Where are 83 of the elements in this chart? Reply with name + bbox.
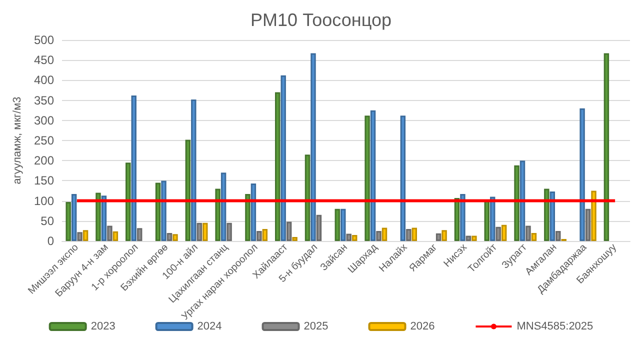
y-tick-label: 100 bbox=[34, 194, 54, 208]
bar bbox=[406, 228, 412, 241]
bar bbox=[71, 194, 77, 241]
bar bbox=[556, 230, 561, 241]
bar bbox=[262, 228, 268, 241]
bar bbox=[484, 200, 490, 241]
bar bbox=[82, 230, 88, 241]
bar bbox=[364, 116, 370, 241]
y-tick-label: 50 bbox=[40, 214, 54, 228]
bar bbox=[490, 196, 496, 241]
bar bbox=[496, 226, 501, 241]
bar bbox=[155, 182, 161, 241]
bar bbox=[112, 231, 118, 241]
bar bbox=[131, 95, 136, 241]
bar bbox=[436, 233, 442, 241]
bar bbox=[286, 222, 292, 241]
legend-label: 2025 bbox=[304, 320, 328, 332]
bar bbox=[400, 116, 406, 241]
bar bbox=[531, 232, 537, 241]
bar bbox=[310, 53, 316, 241]
bar bbox=[550, 192, 555, 241]
bar bbox=[304, 154, 310, 241]
y-tick-label: 300 bbox=[34, 113, 54, 128]
y-tick-label: 500 bbox=[34, 33, 54, 47]
bar bbox=[196, 222, 202, 241]
bar bbox=[172, 234, 178, 241]
bar bbox=[352, 234, 358, 241]
bar bbox=[316, 214, 322, 241]
bar bbox=[191, 99, 196, 241]
y-tick-label: 350 bbox=[34, 93, 54, 108]
bar bbox=[501, 224, 507, 241]
bar bbox=[520, 160, 526, 241]
bar bbox=[226, 222, 232, 241]
y-tick-label: 200 bbox=[34, 154, 54, 168]
bar bbox=[220, 172, 226, 241]
bar bbox=[460, 194, 466, 241]
bar bbox=[101, 196, 107, 241]
bar bbox=[340, 208, 346, 241]
bar bbox=[202, 222, 208, 241]
bar bbox=[454, 198, 460, 241]
chart-title: PM10 Тоосонцор bbox=[250, 10, 392, 30]
bar bbox=[412, 228, 417, 241]
y-tick-label: 150 bbox=[34, 174, 54, 188]
bar bbox=[275, 92, 280, 241]
bar bbox=[77, 232, 82, 241]
bar bbox=[591, 190, 596, 241]
bar bbox=[466, 236, 472, 241]
bar bbox=[604, 53, 610, 241]
bar bbox=[292, 236, 298, 241]
legend-label: 2026 bbox=[410, 320, 435, 332]
bar bbox=[215, 188, 220, 241]
legend-label: 2023 bbox=[90, 320, 116, 332]
bar bbox=[66, 202, 71, 241]
bar bbox=[376, 230, 382, 241]
legend-label: MNS4585:2025 bbox=[516, 320, 594, 332]
bar bbox=[280, 75, 286, 241]
bar bbox=[382, 228, 388, 241]
legend-label: 2024 bbox=[197, 320, 222, 332]
bar bbox=[334, 208, 340, 241]
bar bbox=[514, 165, 520, 241]
bar bbox=[370, 110, 376, 241]
y-tick-label: 450 bbox=[34, 53, 54, 68]
y-tick-label: 250 bbox=[34, 134, 54, 148]
bar bbox=[526, 226, 531, 241]
bar bbox=[166, 232, 172, 241]
bar bbox=[96, 192, 101, 241]
bar bbox=[245, 194, 250, 241]
bar bbox=[580, 108, 585, 241]
bar bbox=[346, 234, 352, 241]
y-tick-label: 0 bbox=[47, 234, 54, 248]
bar bbox=[472, 236, 477, 241]
bar bbox=[126, 162, 131, 241]
bar bbox=[544, 188, 550, 241]
y-tick-label: 400 bbox=[34, 73, 54, 88]
bar bbox=[185, 140, 191, 241]
bar bbox=[442, 230, 447, 241]
y-axis-title: агууламж, мкг/м3 bbox=[12, 96, 24, 184]
bar bbox=[585, 208, 591, 241]
bar bbox=[107, 226, 112, 241]
bar bbox=[161, 180, 166, 241]
bar bbox=[256, 230, 262, 241]
bar bbox=[137, 228, 142, 241]
bar bbox=[250, 184, 256, 241]
